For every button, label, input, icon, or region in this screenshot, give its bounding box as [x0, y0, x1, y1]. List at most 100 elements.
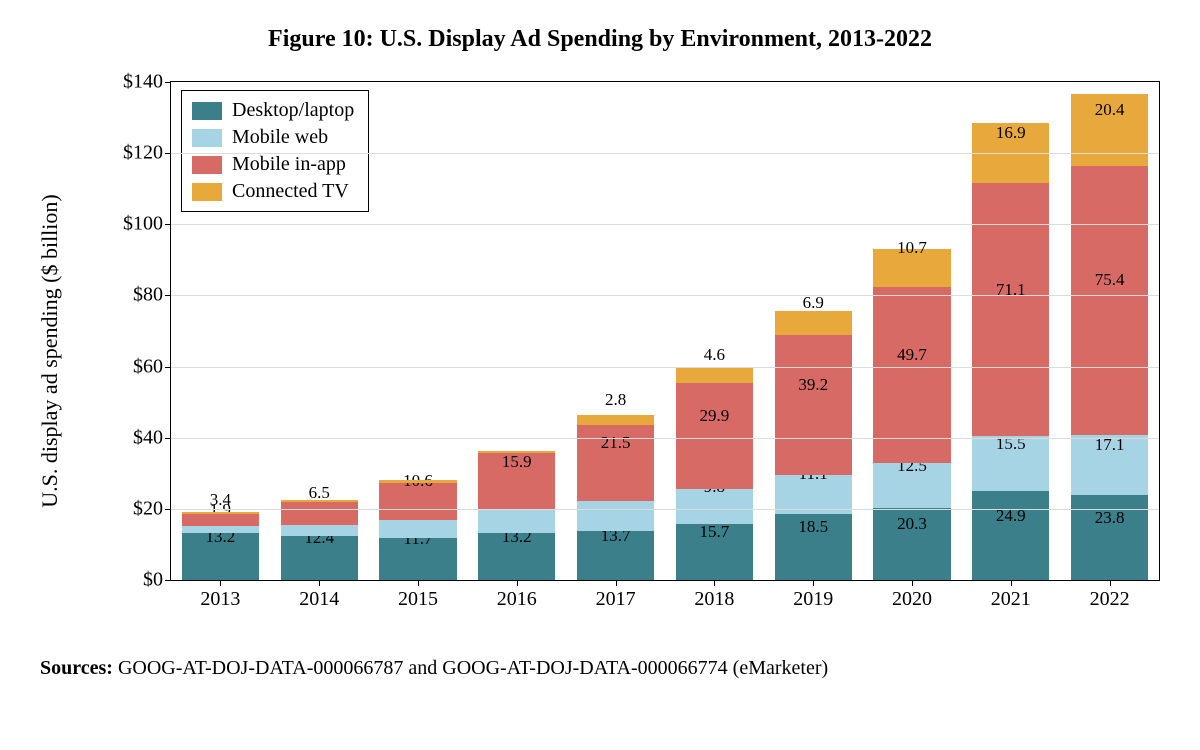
bar-segment-desktop [873, 508, 950, 580]
y-tick-label: $60 [133, 355, 163, 378]
bar-segment-ctv [577, 415, 654, 425]
x-tick-label: 2014 [299, 588, 339, 611]
bar-segment-desktop [676, 524, 753, 580]
legend-swatch [192, 183, 222, 201]
bar-segment-desktop [379, 538, 456, 580]
legend-label: Desktop/laptop [232, 97, 354, 124]
x-tick-mark [1110, 580, 1111, 586]
chart-container: U.S. display ad spending ($ billion) 13.… [110, 71, 1170, 631]
sources-line: Sources: GOOG-AT-DOJ-DATA-000066787 and … [40, 657, 1160, 680]
legend-item-desktop: Desktop/laptop [192, 97, 354, 124]
bar-segment-ctv [281, 500, 358, 502]
bar-segment-ctv [478, 451, 555, 453]
y-tick-mark [165, 580, 171, 581]
y-tick-mark [165, 438, 171, 439]
plot-area: 13.21.93.412.43.16.511.75.110.613.26.515… [170, 81, 1160, 581]
y-tick-mark [165, 82, 171, 83]
grid-line [171, 509, 1159, 510]
legend-label: Mobile in-app [232, 151, 346, 178]
bar-segment-desktop [775, 514, 852, 580]
y-tick-label: $0 [143, 569, 163, 592]
bar-value-label: 2.8 [605, 390, 626, 410]
bar-segment-ctv [676, 367, 753, 383]
y-tick-label: $20 [133, 497, 163, 520]
bar-segment-inapp [379, 483, 456, 521]
bar-value-label: 4.6 [704, 345, 725, 365]
bar-segment-desktop [972, 491, 1049, 580]
bar-segment-mobweb [577, 501, 654, 531]
x-tick-mark [1011, 580, 1012, 586]
legend-swatch [192, 102, 222, 120]
y-tick-label: $40 [133, 426, 163, 449]
x-tick-mark [616, 580, 617, 586]
legend: Desktop/laptopMobile webMobile in-appCon… [181, 90, 369, 212]
x-tick-label: 2013 [200, 588, 240, 611]
y-tick-mark [165, 367, 171, 368]
bar-segment-desktop [182, 533, 259, 580]
x-tick-label: 2018 [694, 588, 734, 611]
y-tick-mark [165, 224, 171, 225]
x-tick-label: 2021 [991, 588, 1031, 611]
y-tick-mark [165, 153, 171, 154]
legend-item-mobweb: Mobile web [192, 124, 354, 151]
grid-line [171, 224, 1159, 225]
bar-segment-mobweb [972, 436, 1049, 491]
sources-text: GOOG-AT-DOJ-DATA-000066787 and GOOG-AT-D… [118, 657, 828, 679]
x-tick-mark [912, 580, 913, 586]
bar-segment-ctv [1071, 94, 1148, 167]
bar-segment-inapp [972, 183, 1049, 436]
x-tick-label: 2022 [1090, 588, 1130, 611]
bar-segment-ctv [873, 249, 950, 287]
bar-segment-mobweb [1071, 435, 1148, 496]
bar-segment-inapp [478, 453, 555, 510]
bar-segment-mobweb [379, 520, 456, 538]
x-tick-label: 2020 [892, 588, 932, 611]
bar-segment-ctv [775, 311, 852, 336]
legend-item-inapp: Mobile in-app [192, 151, 354, 178]
legend-swatch [192, 156, 222, 174]
x-tick-label: 2015 [398, 588, 438, 611]
y-tick-mark [165, 295, 171, 296]
bar-segment-inapp [182, 514, 259, 526]
grid-line [171, 153, 1159, 154]
legend-label: Mobile web [232, 124, 328, 151]
bar-segment-desktop [478, 533, 555, 580]
x-tick-mark [319, 580, 320, 586]
bar-segment-inapp [1071, 166, 1148, 434]
y-tick-label: $80 [133, 284, 163, 307]
x-tick-mark [220, 580, 221, 586]
y-tick-mark [165, 509, 171, 510]
x-tick-mark [714, 580, 715, 586]
legend-swatch [192, 129, 222, 147]
bar-segment-mobweb [676, 489, 753, 524]
x-tick-label: 2017 [596, 588, 636, 611]
bar-segment-desktop [577, 531, 654, 580]
grid-line [171, 438, 1159, 439]
bar-segment-desktop [281, 536, 358, 580]
bar-segment-mobweb [182, 526, 259, 533]
legend-item-ctv: Connected TV [192, 178, 354, 205]
bar-segment-ctv [182, 512, 259, 514]
y-tick-label: $120 [123, 142, 163, 165]
x-tick-mark [517, 580, 518, 586]
legend-label: Connected TV [232, 178, 349, 205]
bar-segment-inapp [775, 335, 852, 474]
chart-title: Figure 10: U.S. Display Ad Spending by E… [40, 26, 1160, 53]
page: Figure 10: U.S. Display Ad Spending by E… [0, 0, 1200, 750]
bar-segment-ctv [379, 480, 456, 482]
bar-segment-mobweb [281, 525, 358, 536]
bar-segment-inapp [577, 425, 654, 501]
bar-segment-mobweb [873, 463, 950, 507]
bar-segment-mobweb [478, 510, 555, 533]
x-tick-label: 2016 [497, 588, 537, 611]
sources-prefix: Sources: [40, 657, 113, 679]
x-tick-mark [418, 580, 419, 586]
grid-line [171, 367, 1159, 368]
y-tick-label: $140 [123, 71, 163, 94]
bar-value-label: 3.4 [210, 490, 231, 510]
bar-segment-inapp [281, 502, 358, 525]
x-tick-mark [813, 580, 814, 586]
x-tick-label: 2019 [793, 588, 833, 611]
y-axis-label: U.S. display ad spending ($ billion) [37, 194, 63, 507]
grid-line [171, 295, 1159, 296]
